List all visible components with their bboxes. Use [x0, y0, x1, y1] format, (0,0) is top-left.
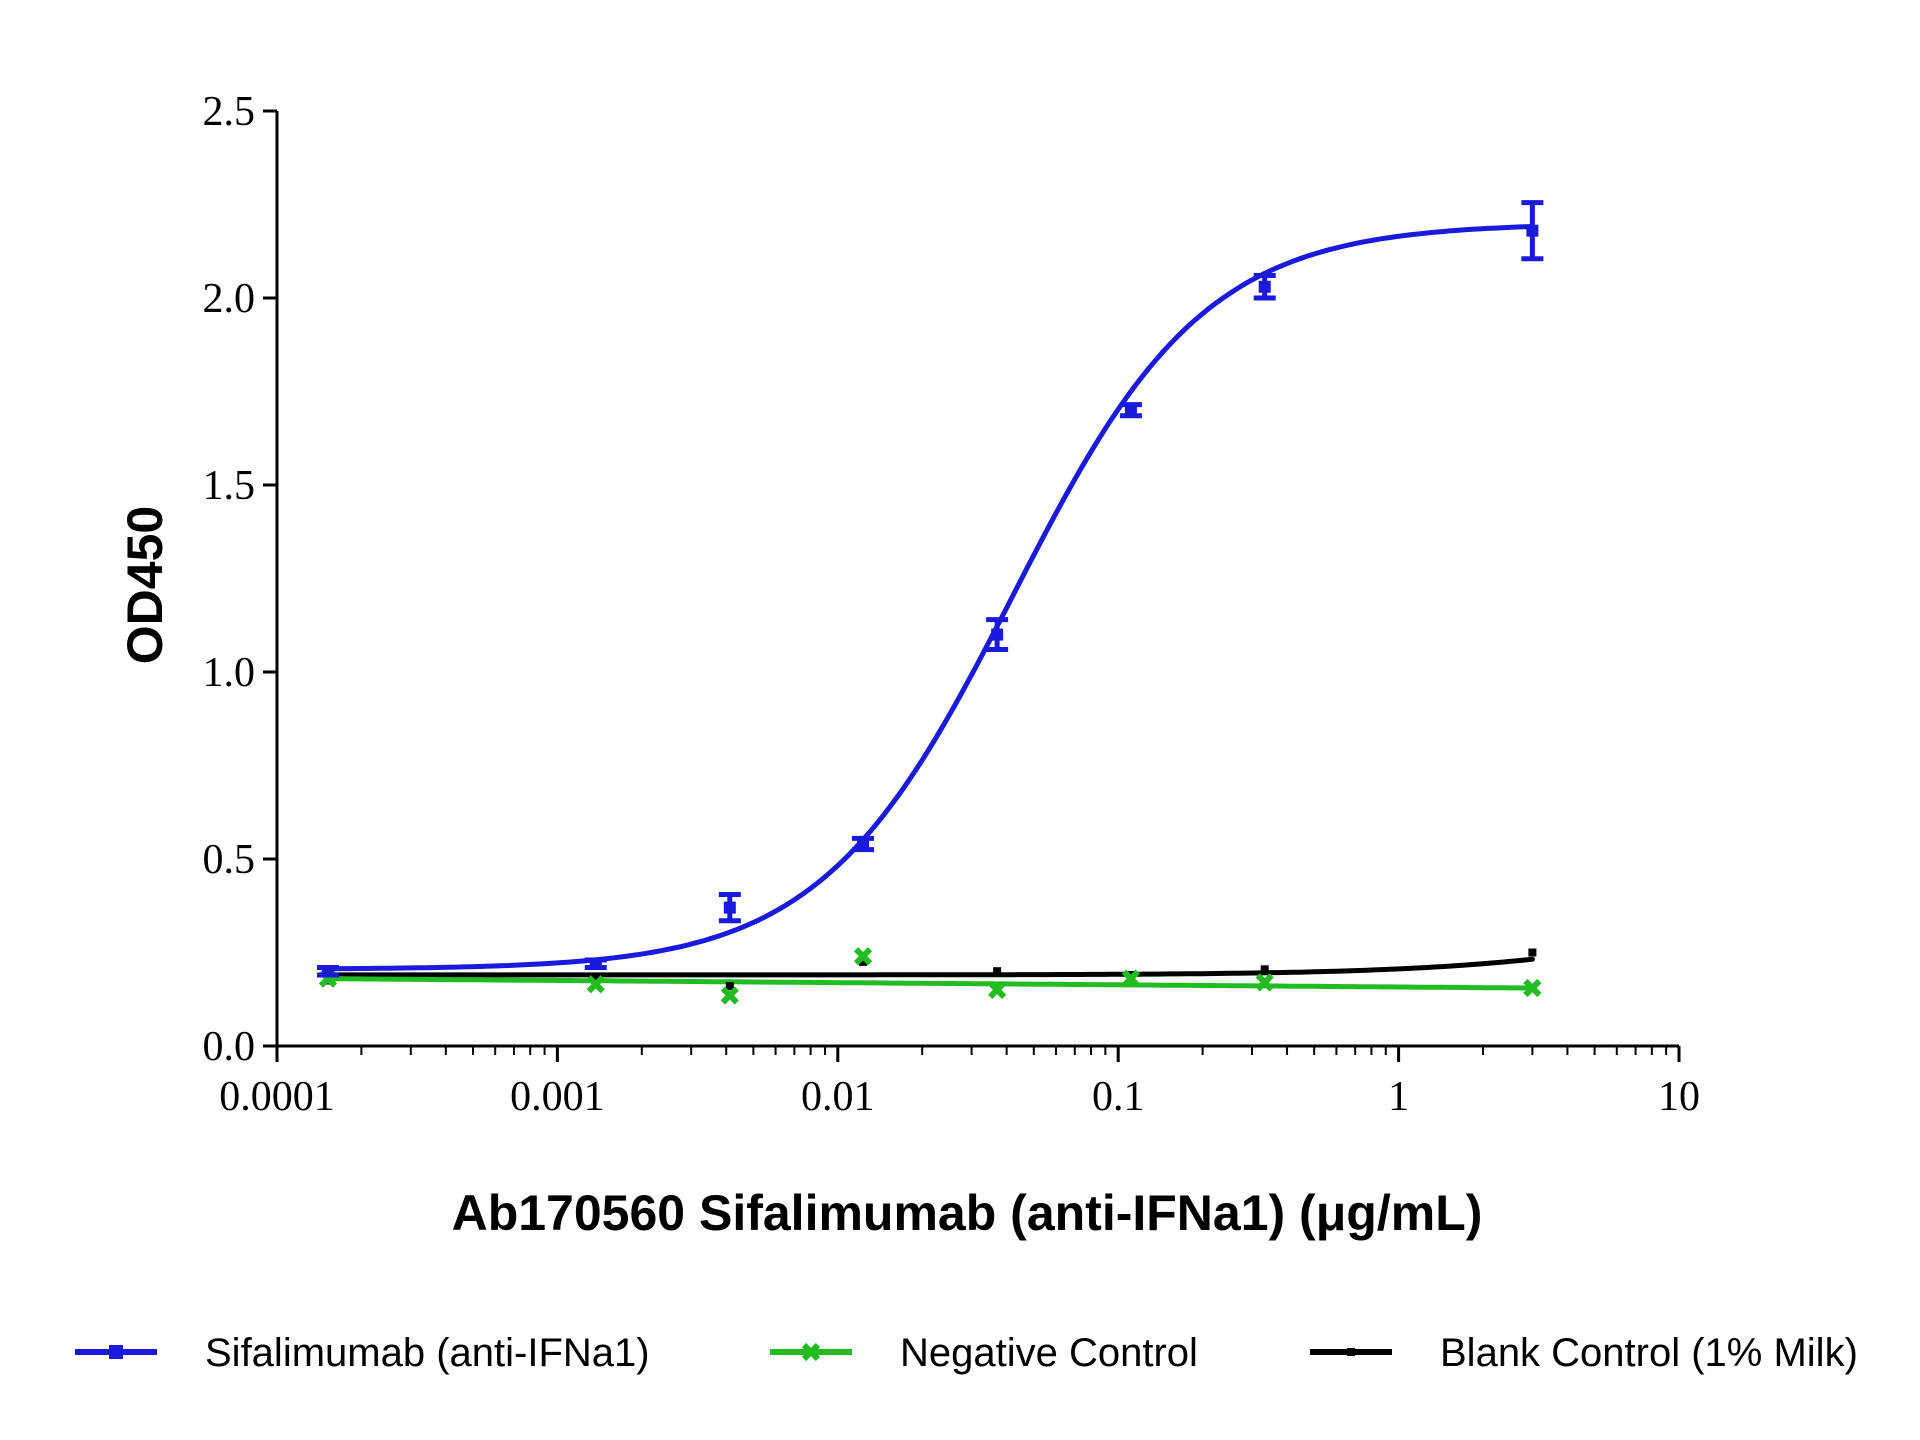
- y-tick-label: 2.5: [203, 89, 256, 135]
- legend-marker: [109, 1345, 123, 1359]
- data-point: [1258, 280, 1271, 293]
- y-axis-title: OD450: [117, 506, 173, 664]
- data-point: [988, 980, 1007, 1000]
- data-point: [723, 901, 736, 914]
- legend-marker: [1347, 1348, 1355, 1356]
- data-point: [1526, 224, 1539, 237]
- x-tick-label: 0.01: [801, 1074, 875, 1120]
- series-line: [325, 976, 1535, 991]
- data-point: [1124, 404, 1137, 417]
- data-point: [1121, 969, 1141, 988]
- x-ticks: 0.0001 0.001 0.01 0.1 1 10: [219, 1046, 1700, 1120]
- legend: Sifalimumab (anti-IFNa1) Negative Control…: [75, 1331, 1858, 1375]
- data-point: [993, 967, 1002, 976]
- data-point: [991, 628, 1004, 641]
- plot-curves: [325, 224, 1535, 991]
- x-tick-label: 10: [1658, 1074, 1700, 1120]
- legend-label: Blank Control (1% Milk): [1440, 1331, 1858, 1375]
- x-axis-title: Ab170560 Sifalimumab (anti-IFNa1) (μg/mL…: [452, 1185, 1483, 1241]
- data-point: [725, 982, 734, 991]
- data-point: [1255, 973, 1274, 992]
- y-tick-label: 1.0: [203, 650, 256, 696]
- x-tick-label: 0.0001: [219, 1074, 335, 1120]
- data-point: [1528, 948, 1537, 957]
- series-line: [325, 956, 1535, 978]
- data-point: [589, 957, 602, 970]
- data-point: [586, 975, 605, 994]
- y-tick-label: 1.5: [203, 463, 256, 509]
- series-line: [325, 224, 1535, 972]
- data-point: [720, 986, 739, 1005]
- axes: [275, 111, 1679, 1048]
- y-tick-label: 2.0: [203, 276, 256, 322]
- data-point: [859, 957, 868, 966]
- plot-markers: [316, 200, 1544, 1005]
- data-point: [857, 838, 870, 851]
- data-point: [321, 965, 334, 978]
- data-point: [1260, 965, 1269, 974]
- legend-label: Sifalimumab (anti-IFNa1): [205, 1331, 650, 1375]
- data-point: [853, 947, 873, 966]
- x-tick-label: 0.001: [510, 1074, 605, 1120]
- legend-marker: [801, 1342, 821, 1362]
- y-ticks: 0.0 0.5 1.0 1.5 2.0 2.5: [203, 89, 277, 1070]
- x-tick-label: 1: [1388, 1074, 1409, 1120]
- legend-label: Negative Control: [900, 1331, 1198, 1375]
- data-point: [1523, 978, 1542, 998]
- x-tick-label: 0.1: [1092, 1074, 1145, 1120]
- y-tick-label: 0.0: [203, 1024, 256, 1070]
- data-point: [591, 974, 600, 983]
- y-tick-label: 0.5: [203, 837, 256, 883]
